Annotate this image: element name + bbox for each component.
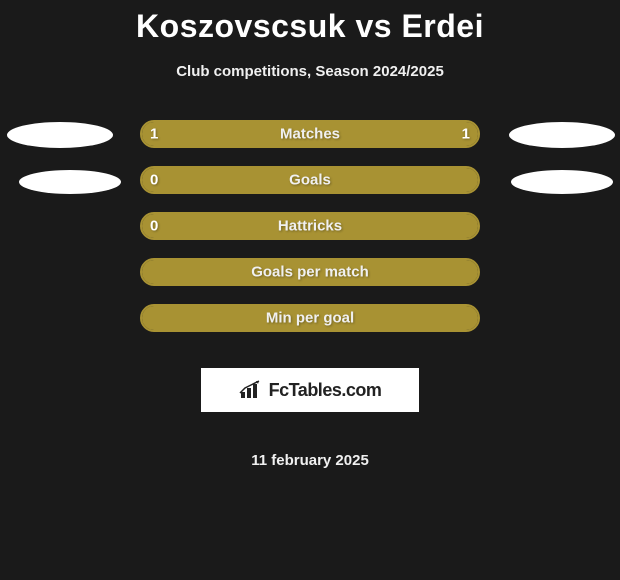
stat-label: Min per goal [266,310,354,327]
player-right-badge-placeholder [511,170,613,194]
player-left-avatar-placeholder [7,122,113,148]
stat-value-left: 0 [150,172,158,189]
stat-label: Goals per match [251,264,369,281]
stats-area: 1 Matches 1 0 Goals 0 Hattricks [0,120,620,469]
stat-value-left: 0 [150,218,158,235]
page-title: Koszovscsuk vs Erdei [136,8,484,45]
site-logo[interactable]: FcTables.com [201,368,419,412]
date-label: 11 february 2025 [251,452,369,469]
stat-label: Hattricks [278,218,342,235]
stat-row: Min per goal [140,304,480,332]
stat-label: Goals [289,172,331,189]
stat-label: Matches [280,126,340,143]
player-right-avatar-placeholder [509,122,615,148]
logo-text: FcTables.com [269,380,382,401]
stat-row: 1 Matches 1 [140,120,480,148]
stat-value-right: 1 [462,126,470,143]
stat-row: 0 Goals [140,166,480,194]
stat-row: Goals per match [140,258,480,286]
page-subtitle: Club competitions, Season 2024/2025 [176,63,444,80]
player-left-badge-placeholder [19,170,121,194]
stat-value-left: 1 [150,126,158,143]
stat-row: 0 Hattricks [140,212,480,240]
chart-icon [239,380,265,400]
